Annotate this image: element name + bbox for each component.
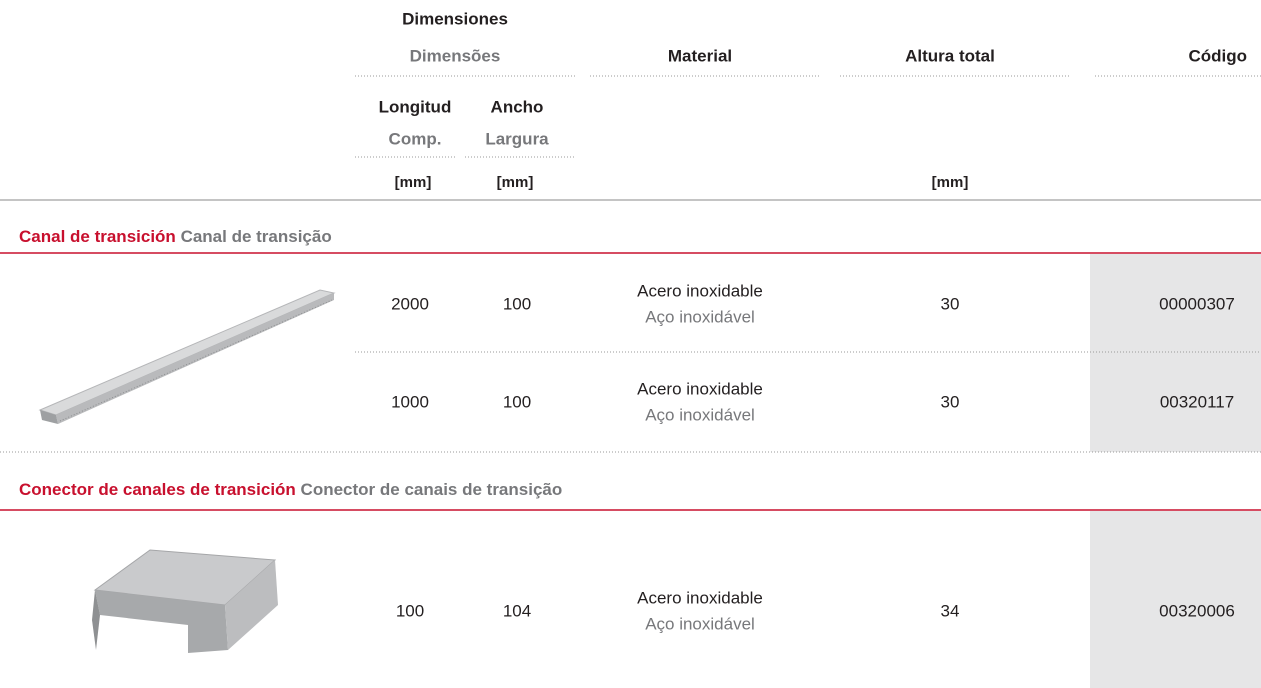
section-title: Canal de transición Canal de transição [19, 227, 332, 246]
length: 100 [396, 601, 424, 620]
sub-header-pt: Comp. [389, 129, 442, 148]
code-bg [1090, 511, 1261, 688]
code: 00320117 [1160, 392, 1234, 411]
height: 30 [941, 392, 960, 411]
header-pt: Dimensões [410, 46, 501, 65]
material-es: Acero inoxidable [637, 379, 763, 398]
connector-image [92, 549, 278, 653]
material-pt: Aço inoxidável [645, 614, 755, 633]
rows: 2000 100 Acero inoxidable Aço inoxidável 30 0… [391, 281, 1235, 633]
header-rules [0, 75, 1261, 201]
code-bg [1090, 254, 1261, 452]
unit: [mm] [395, 174, 432, 191]
title-pt: Canal de transição [181, 227, 332, 246]
header: Código [1188, 46, 1247, 65]
material-pt: Aço inoxidável [645, 405, 755, 424]
material-es: Acero inoxidable [637, 588, 763, 607]
channel-image [38, 289, 336, 424]
material-es: Acero inoxidable [637, 281, 763, 300]
width: 100 [503, 294, 531, 313]
title-es: Canal de transición [19, 227, 176, 246]
code: 00000307 [1159, 294, 1235, 313]
sub-header-pt: Largura [485, 129, 549, 148]
sub-header: Longitud [379, 97, 452, 116]
height: 30 [941, 294, 960, 313]
height: 34 [941, 601, 960, 620]
header-es: Dimensiones [402, 9, 508, 28]
unit: [mm] [497, 174, 534, 191]
width: 104 [503, 601, 531, 620]
sub-header: Ancho [491, 97, 544, 116]
header: Altura total [905, 46, 995, 65]
length: 2000 [391, 294, 429, 313]
header: Material [668, 46, 732, 65]
section-title: Conector de canales de transición Conect… [19, 480, 562, 499]
code: 00320006 [1159, 601, 1235, 620]
title-pt: Conector de canais de transição [301, 480, 563, 499]
title-es: Conector de canales de transición [19, 480, 296, 499]
material-pt: Aço inoxidável [645, 307, 755, 326]
unit: [mm] [932, 174, 969, 191]
width: 100 [503, 392, 531, 411]
length: 1000 [391, 392, 429, 411]
